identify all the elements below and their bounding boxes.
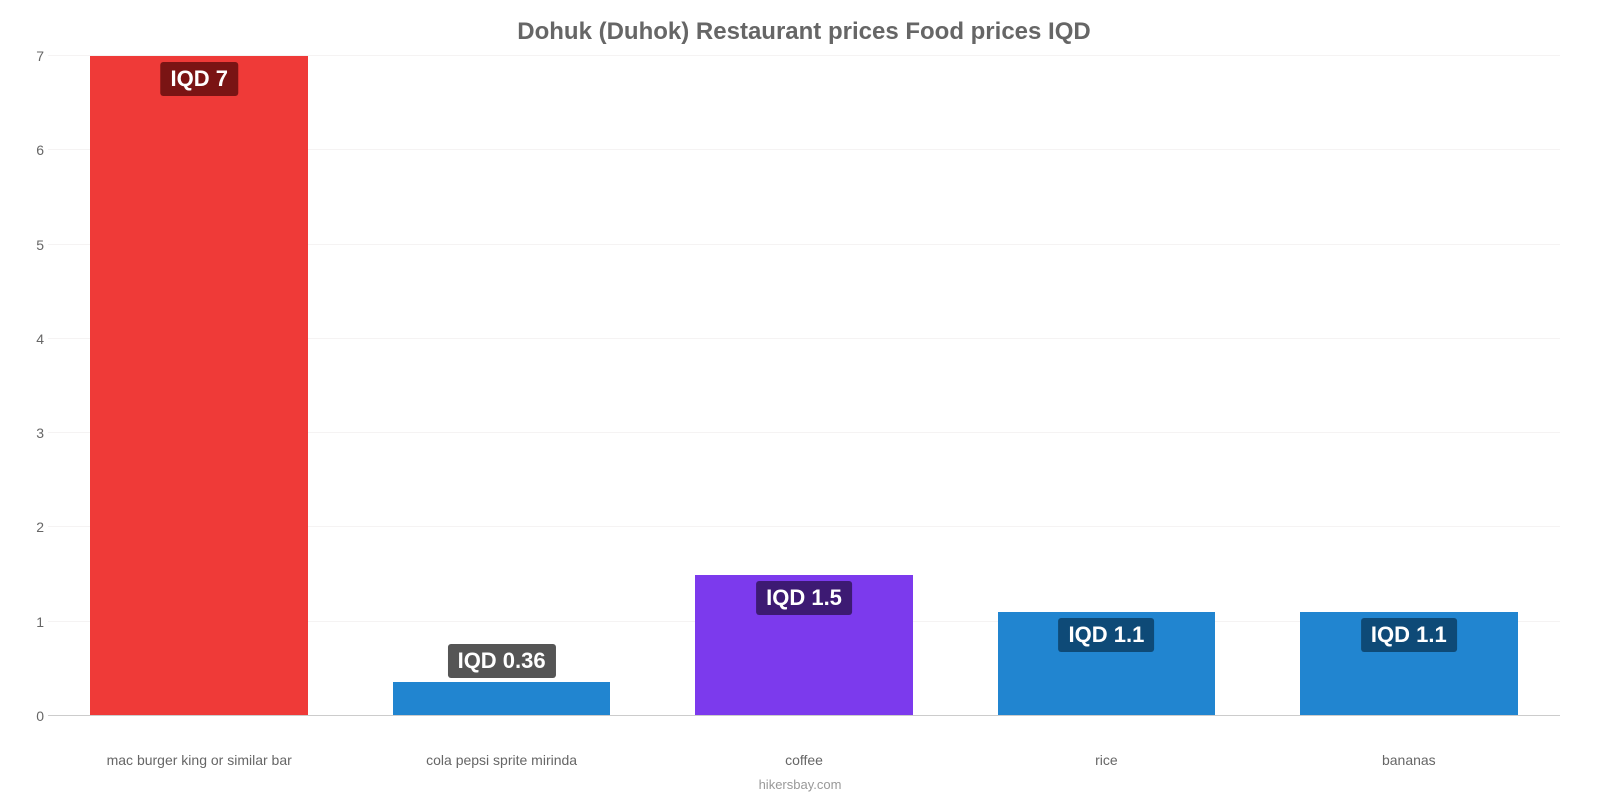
bar: IQD 7	[90, 56, 308, 716]
x-axis-line	[48, 715, 1560, 716]
bar-slot: IQD 0.36	[350, 56, 652, 716]
bar: IQD 1.5	[695, 575, 913, 716]
y-tick-label: 3	[14, 425, 44, 441]
y-tick-label: 6	[14, 142, 44, 158]
x-tick-label: rice	[955, 746, 1257, 768]
value-label: IQD 0.36	[448, 644, 556, 678]
bar-slot: IQD 1.1	[955, 56, 1257, 716]
y-tick-label: 1	[14, 614, 44, 630]
bars-container: IQD 7 IQD 0.36 IQD 1.5 IQD 1.1 IQD 1.1	[48, 56, 1560, 716]
bar: IQD 1.1	[998, 612, 1216, 716]
y-tick-label: 5	[14, 237, 44, 253]
value-label: IQD 7	[160, 62, 237, 96]
y-tick-label: 4	[14, 331, 44, 347]
x-tick-label: cola pepsi sprite mirinda	[350, 746, 652, 768]
bar-slot: IQD 7	[48, 56, 350, 716]
value-label: IQD 1.5	[756, 581, 852, 615]
plot-area: 01234567 IQD 7IQD 0.36IQD 1.5IQD 1.1IQD …	[48, 56, 1560, 716]
bar-slot: IQD 1.5	[653, 56, 955, 716]
price-chart: Dohuk (Duhok) Restaurant prices Food pri…	[0, 0, 1600, 800]
x-tick-label: coffee	[653, 746, 955, 768]
y-tick-label: 2	[14, 519, 44, 535]
chart-title: Dohuk (Duhok) Restaurant prices Food pri…	[48, 10, 1560, 52]
y-tick-label: 7	[14, 48, 44, 64]
y-axis: 01234567	[14, 56, 44, 716]
credit-text: hikersbay.com	[0, 777, 1600, 792]
value-label: IQD 1.1	[1361, 618, 1457, 652]
x-axis-labels: mac burger king or similar barcola pepsi…	[48, 746, 1560, 768]
bar: IQD 0.36	[393, 682, 611, 716]
x-tick-label: bananas	[1258, 746, 1560, 768]
bar-slot: IQD 1.1	[1258, 56, 1560, 716]
bar: IQD 1.1	[1300, 612, 1518, 716]
y-tick-label: 0	[14, 708, 44, 724]
x-tick-label: mac burger king or similar bar	[48, 746, 350, 768]
value-label: IQD 1.1	[1059, 618, 1155, 652]
